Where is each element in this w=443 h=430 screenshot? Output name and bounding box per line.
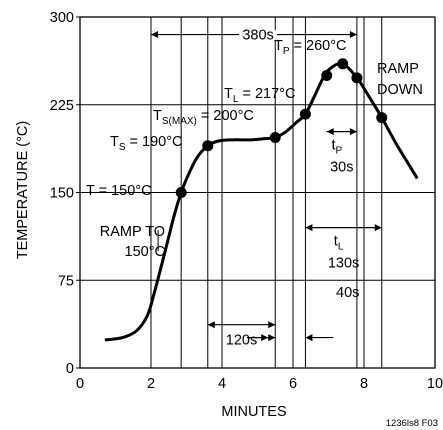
x-tick-label: 2 [147,376,155,392]
data-point [269,132,281,144]
x-tick-label: 8 [360,376,368,392]
annotation-ramp-down-2: DOWN [377,82,423,98]
arrowhead-right [268,334,276,342]
y-tick-label: 0 [66,361,74,377]
annotation-t150: T = 150°C [86,183,152,199]
data-point [202,140,214,152]
arrowhead-right [349,31,357,39]
arrowhead-right [261,334,269,342]
x-tick-label: 0 [76,376,84,392]
dimension-label: 380s [242,28,273,44]
arrowhead-left [207,321,215,329]
arrowhead-left [326,128,334,136]
dimension-value: 130s [328,256,359,272]
arrowhead-left [305,334,313,342]
y-tick-label: 150 [50,186,74,202]
annotations: TP = 260°C TL = 217°C TS(MAX) = 200°C TS… [86,38,423,301]
x-tick-label: 6 [289,376,297,392]
annotation-ramp-down: RAMP [377,61,419,77]
y-tick-label: 300 [50,10,74,26]
annotation-40s: 40s [336,285,359,301]
data-point [175,187,187,198]
data-point [376,112,388,124]
dimension-label: tL [334,234,344,253]
data-point [321,70,333,81]
annotation-tp: TP = 260°C [274,38,347,57]
x-tick-label: 10 [427,376,443,392]
arrowhead-right [374,224,382,232]
data-point [337,58,349,70]
dimension-label: 120s [226,333,257,349]
arrowhead-left [305,224,313,232]
arrowhead-right [349,128,357,136]
y-tick-label: 225 [50,98,74,114]
y-axis-label: TEMPERATURE (°C) [15,121,31,259]
x-tick-label: 4 [218,376,226,392]
data-point [351,72,363,84]
annotation-tsmax: TS(MAX) = 200°C [153,108,254,127]
arrowhead-left [151,31,158,39]
annotation-ramp-to-temp: 150°C [125,244,165,260]
annotation-ramp-to: RAMP TO [100,224,165,240]
dimension-value: 30s [330,160,353,176]
x-axis-label: MINUTES [221,404,286,420]
plot-area: 0 75 150 225 300 0 2 4 6 8 10 380s 120s tL 130s tP 30s [50,10,443,392]
annotation-tl: TL = 217°C [224,86,295,105]
data-point [299,108,311,120]
arrowhead-right [268,321,276,329]
dimension-label: tP [331,138,342,157]
y-tick-label: 75 [58,273,74,289]
annotation-ts: TS = 190°C [110,134,183,153]
figure-id: 1236ls8 F03 [386,418,438,429]
